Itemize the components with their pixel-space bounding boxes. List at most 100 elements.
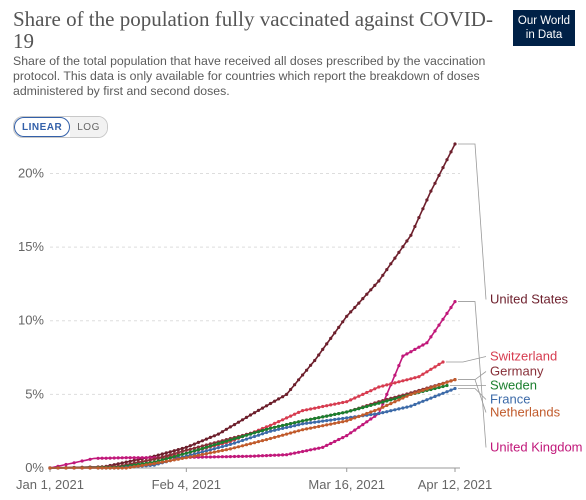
- data-point: [401, 245, 405, 249]
- data-point: [365, 404, 369, 409]
- data-point: [96, 456, 100, 460]
- data-point: [220, 440, 224, 444]
- data-point: [72, 461, 76, 465]
- data-point: [260, 429, 265, 433]
- data-point: [425, 198, 429, 202]
- data-point: [297, 423, 301, 427]
- data-point: [301, 449, 305, 454]
- data-point: [273, 421, 277, 425]
- data-point: [281, 395, 285, 399]
- data-point: [445, 311, 449, 315]
- data-point: [104, 456, 108, 460]
- data-point: [120, 461, 124, 465]
- data-point: [180, 456, 184, 460]
- data-point: [365, 390, 369, 395]
- data-point: [293, 383, 297, 387]
- data-point: [437, 323, 441, 327]
- data-point: [256, 430, 261, 434]
- data-point: [208, 435, 212, 439]
- data-point: [341, 400, 345, 405]
- data-point: [216, 432, 220, 436]
- data-point: [248, 436, 253, 440]
- linear-scale-button[interactable]: LINEAR: [14, 117, 71, 137]
- data-point: [289, 425, 293, 429]
- data-point: [301, 373, 305, 377]
- data-point: [248, 432, 253, 436]
- data-point: [421, 388, 425, 392]
- x-tick-label: Apr 12, 2021: [418, 477, 492, 492]
- data-point: [353, 416, 357, 420]
- data-point: [112, 456, 116, 460]
- data-point: [297, 410, 301, 414]
- data-point: [449, 150, 453, 154]
- data-point: [405, 239, 409, 243]
- data-point: [361, 423, 365, 427]
- data-point: [192, 442, 196, 446]
- data-point: [373, 414, 377, 418]
- data-point: [349, 431, 353, 435]
- data-point: [421, 343, 425, 347]
- data-point: [357, 425, 361, 429]
- data-point: [425, 370, 429, 374]
- data-point: [313, 420, 317, 424]
- data-point: [180, 449, 184, 453]
- legend-label: United Kingdom: [490, 440, 583, 455]
- data-point: [216, 449, 220, 453]
- owid-logo[interactable]: Our World in Data: [513, 10, 575, 46]
- data-point: [337, 412, 341, 416]
- data-point: [208, 448, 212, 452]
- legend-connector: [458, 379, 487, 413]
- data-point: [449, 379, 453, 383]
- data-point: [244, 437, 249, 441]
- logo-line-1: Our World: [517, 15, 571, 27]
- data-point: [88, 466, 92, 470]
- data-point: [329, 422, 333, 426]
- data-point: [409, 392, 413, 396]
- data-point: [260, 454, 265, 458]
- data-point: [377, 407, 381, 411]
- data-point: [445, 380, 449, 384]
- data-point: [100, 456, 104, 460]
- data-point: [369, 417, 373, 421]
- data-point: [285, 416, 289, 420]
- data-point: [196, 453, 200, 457]
- data-point: [132, 465, 136, 469]
- series-line-united-states: [49, 143, 456, 469]
- data-point: [305, 449, 309, 453]
- data-point: [160, 458, 164, 462]
- data-point: [433, 384, 437, 388]
- data-point: [120, 466, 124, 470]
- data-point: [248, 454, 253, 458]
- data-point: [309, 426, 313, 430]
- data-point: [156, 453, 160, 457]
- data-point: [144, 463, 148, 467]
- data-point: [168, 450, 172, 454]
- data-point: [112, 466, 116, 470]
- data-point: [216, 442, 220, 446]
- data-point: [297, 420, 301, 424]
- data-point: [148, 462, 152, 466]
- data-point: [196, 445, 200, 449]
- data-point: [433, 386, 437, 391]
- data-point: [289, 387, 293, 392]
- data-point: [180, 452, 184, 456]
- x-tick-label: Feb 4, 2021: [152, 477, 221, 492]
- data-point: [421, 207, 425, 211]
- data-point: [220, 430, 224, 434]
- line-chart: 0% 5% 10% 15% 20% Jan 1, 2021 Feb 4, 2021 Mar 1…: [16, 142, 583, 492]
- data-point: [313, 447, 317, 451]
- data-point: [357, 301, 361, 305]
- data-point: [401, 379, 405, 383]
- data-point: [397, 407, 401, 411]
- log-scale-button[interactable]: LOG: [70, 117, 107, 137]
- data-point: [441, 360, 445, 364]
- data-point: [180, 446, 184, 451]
- data-point: [413, 391, 417, 395]
- data-point: [252, 411, 257, 415]
- data-point: [345, 314, 349, 318]
- data-point: [429, 386, 433, 390]
- series-line-netherlands: [50, 378, 456, 469]
- data-point: [220, 448, 224, 453]
- data-point: [293, 421, 297, 425]
- data-point: [361, 392, 365, 396]
